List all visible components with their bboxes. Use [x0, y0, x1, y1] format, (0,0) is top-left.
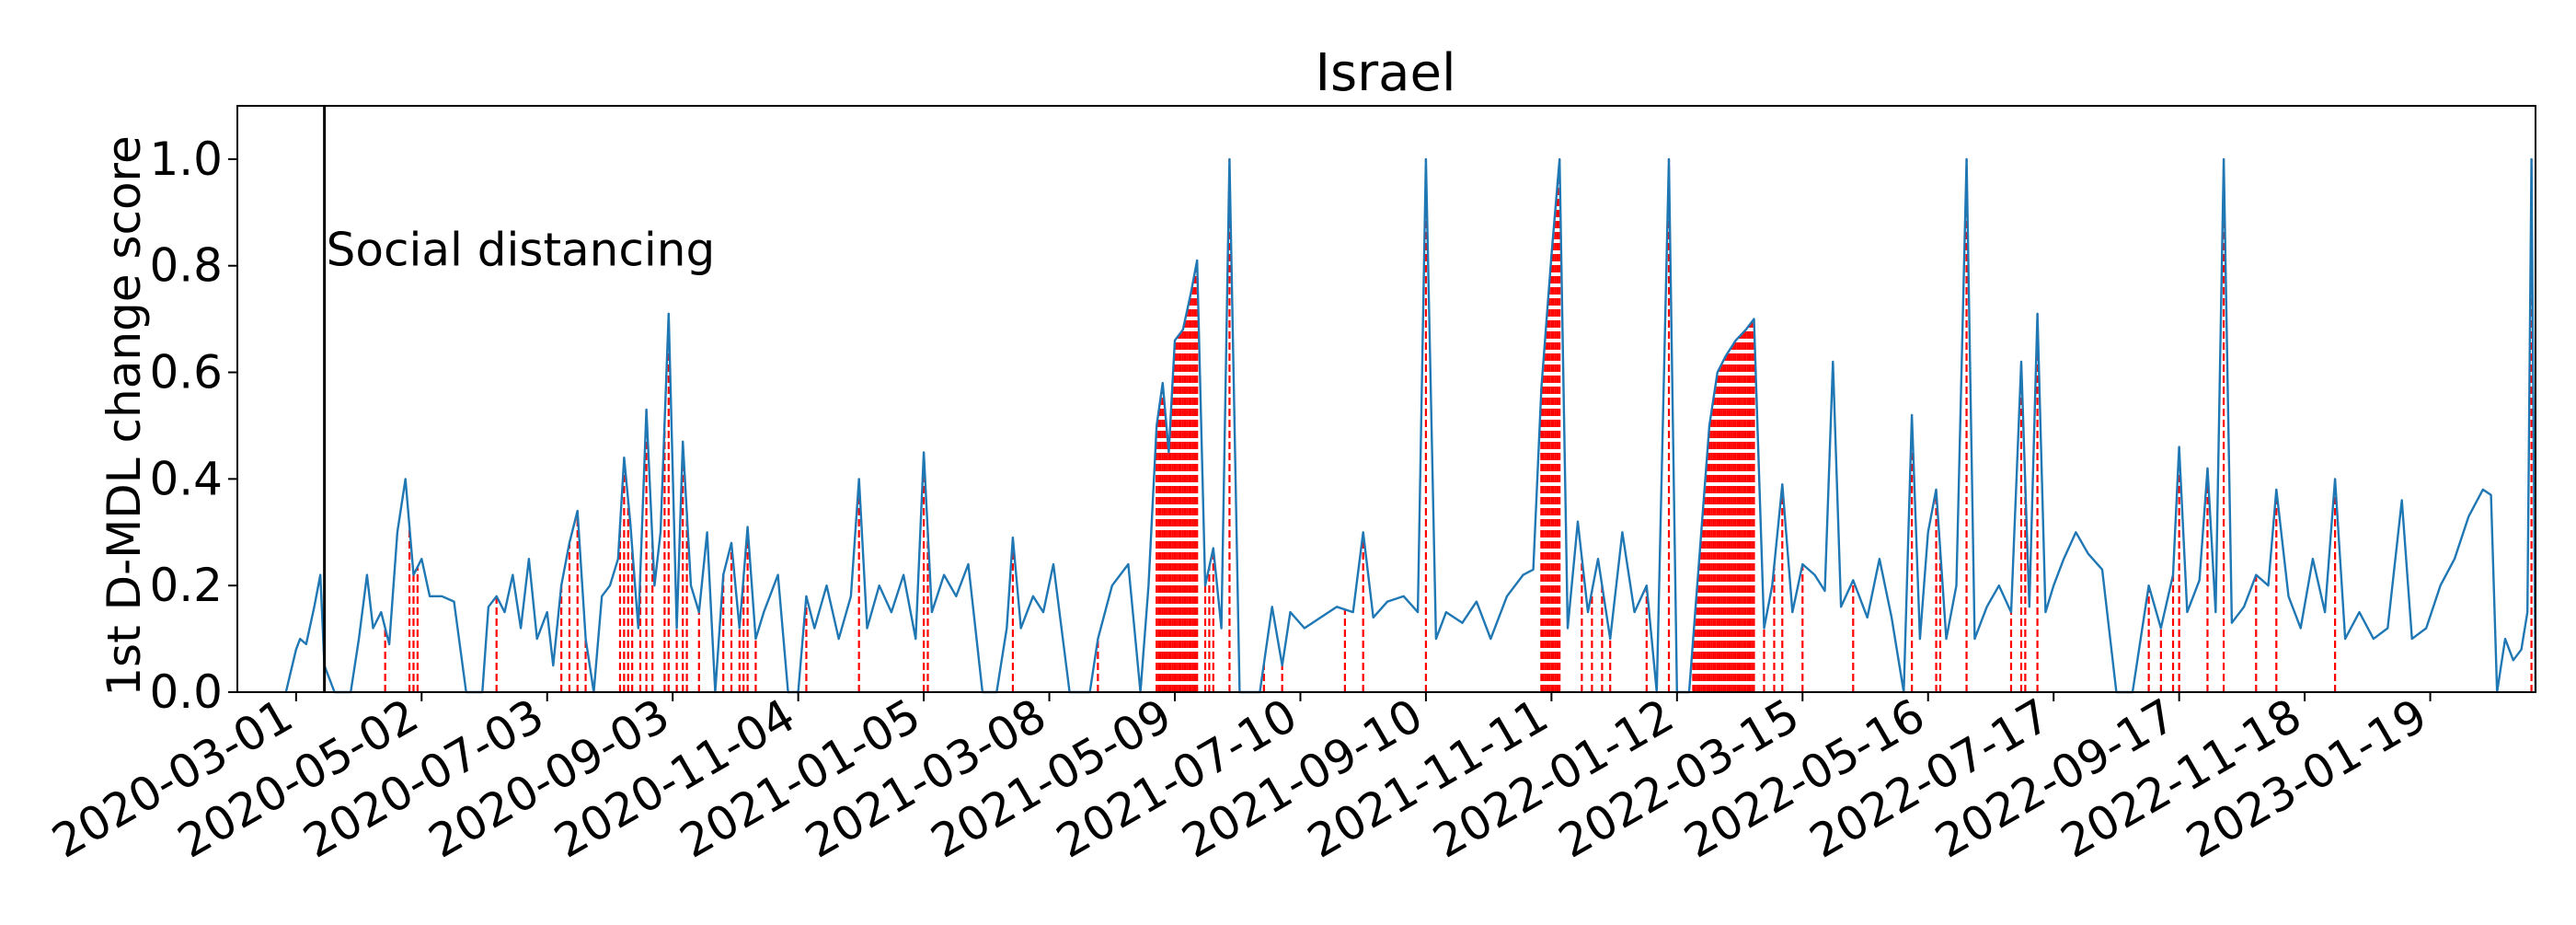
y-axis-label: 1st D-MDL change score — [98, 135, 151, 697]
y-tick-label: 0.0 — [149, 665, 223, 719]
y-axis-ticks: 0.0 0.2 0.4 0.6 0.8 1.0 — [149, 133, 237, 719]
event-label: Social distancing — [327, 224, 716, 277]
y-tick-label: 0.8 — [149, 239, 223, 293]
x-axis-ticks: 2020-03-012020-05-022020-07-032020-09-03… — [43, 688, 2435, 869]
y-tick-label: 0.2 — [149, 559, 223, 612]
y-tick-label: 0.4 — [149, 452, 223, 505]
y-tick-label: 1.0 — [149, 133, 223, 186]
plot-frame — [236, 105, 2536, 693]
event-marker: Social distancing — [323, 106, 716, 692]
series-layer — [284, 157, 2537, 694]
series-line — [284, 157, 2537, 694]
chart-title: Israel — [1315, 43, 1455, 103]
y-tick-label: 0.6 — [149, 346, 223, 399]
alarm-markers — [384, 158, 2533, 692]
